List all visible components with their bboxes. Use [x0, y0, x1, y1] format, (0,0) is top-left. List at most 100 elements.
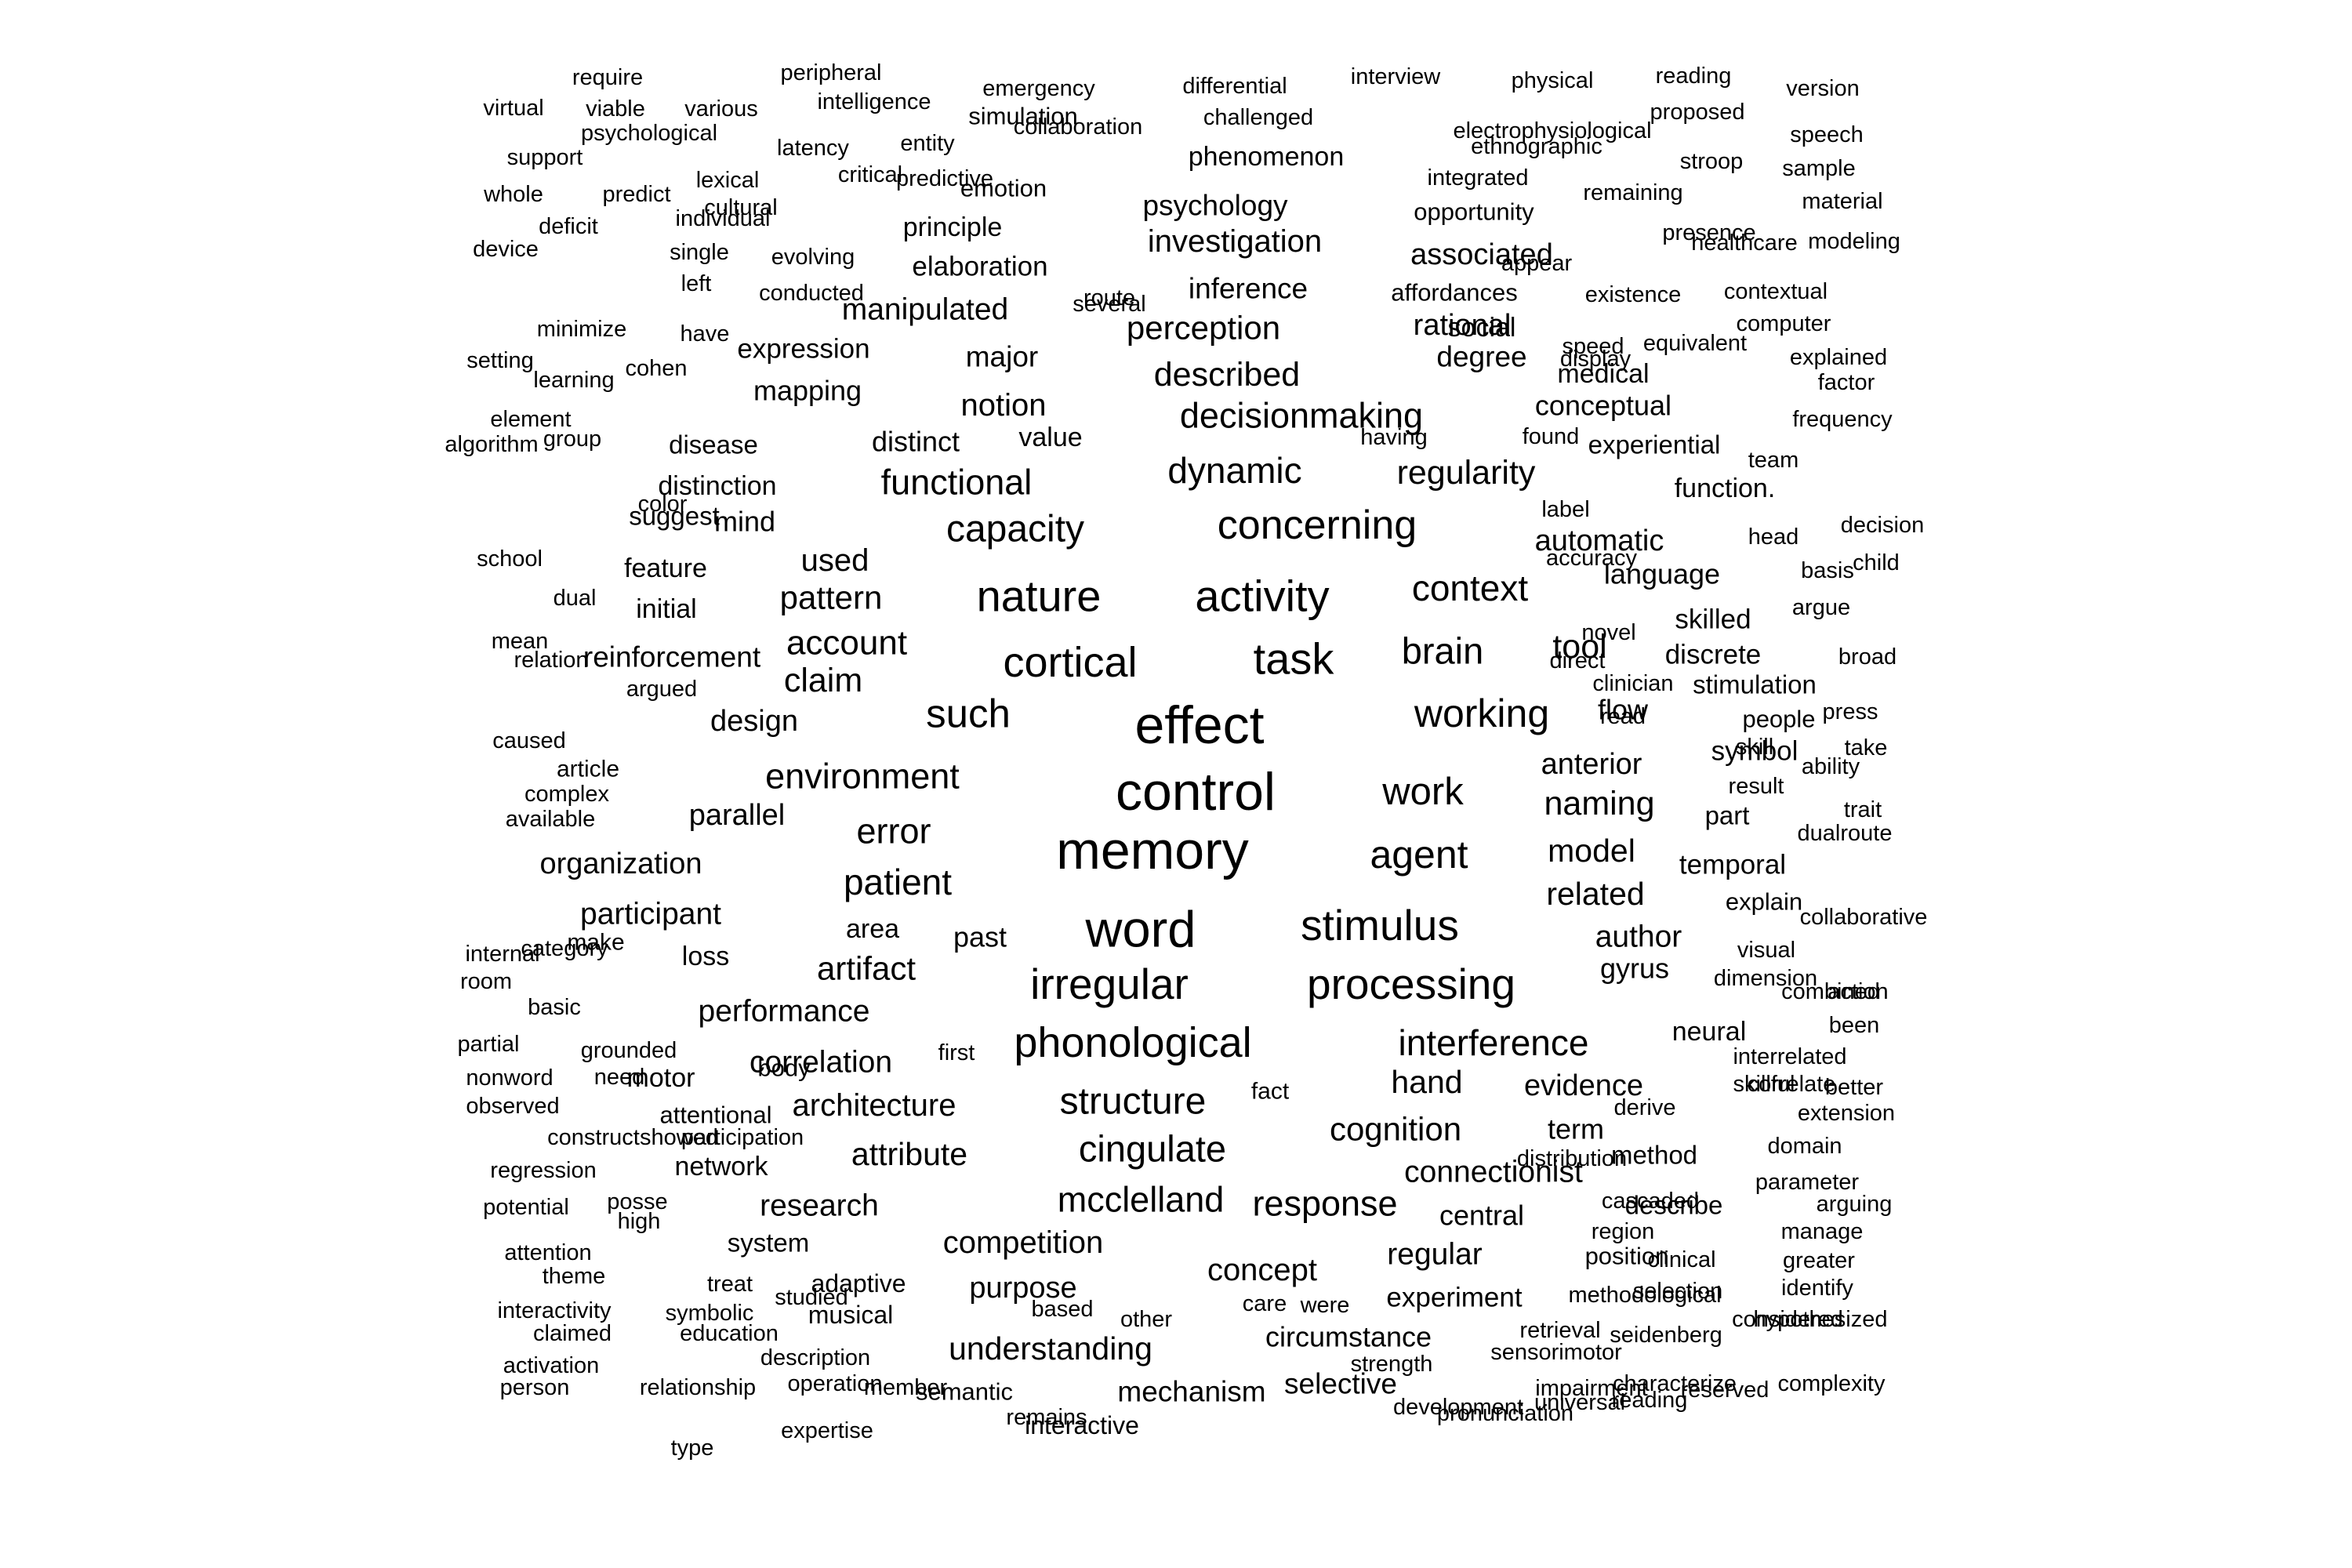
cloud-word: design	[710, 705, 798, 738]
cloud-word: position	[1585, 1243, 1669, 1270]
cloud-word: member	[864, 1375, 948, 1400]
cloud-word: deficit	[539, 214, 598, 239]
cloud-word: sample	[1782, 156, 1856, 181]
cloud-word: gyrus	[1600, 953, 1669, 985]
cloud-word: selective	[1284, 1368, 1397, 1400]
cloud-word: investigation	[1148, 224, 1322, 259]
cloud-word: explain	[1726, 888, 1802, 916]
cloud-word: capacity	[946, 509, 1084, 550]
cloud-word: symbol	[1711, 736, 1798, 767]
cloud-word: high	[618, 1209, 661, 1234]
cloud-word: understanding	[949, 1330, 1152, 1367]
cloud-word: contextual	[1724, 279, 1828, 304]
cloud-word: account	[786, 624, 907, 662]
cloud-word: disease	[669, 430, 758, 459]
cloud-word: stimulation	[1693, 670, 1817, 699]
cloud-word: care	[1243, 1291, 1287, 1316]
cloud-word: environment	[765, 757, 960, 797]
cloud-word: manipulated	[842, 293, 1008, 327]
cloud-word: word	[1085, 901, 1196, 958]
cloud-word: affordances	[1391, 279, 1517, 307]
cloud-word: context	[1412, 568, 1529, 608]
cloud-word: operation	[788, 1371, 883, 1396]
cloud-word: musical	[808, 1301, 893, 1329]
cloud-word: intelligence	[817, 89, 931, 114]
cloud-word: distinct	[872, 426, 960, 458]
cloud-word: system	[728, 1229, 810, 1258]
cloud-word: equivalent	[1643, 331, 1747, 356]
cloud-word: opportunity	[1414, 198, 1534, 226]
cloud-word: neural	[1672, 1017, 1747, 1047]
cloud-word: ethnographic	[1471, 134, 1602, 159]
cloud-word: people	[1742, 706, 1815, 733]
cloud-word: display	[1560, 347, 1632, 372]
cloud-word: emotion	[960, 175, 1047, 202]
cloud-word: have	[681, 321, 730, 347]
cloud-word: modeling	[1808, 229, 1900, 254]
cloud-word: minimize	[537, 317, 626, 342]
cloud-word: description	[760, 1345, 870, 1370]
cloud-word: used	[801, 543, 869, 578]
cloud-word: first	[938, 1040, 975, 1065]
cloud-word: skilled	[1675, 604, 1751, 635]
cloud-word: artifact	[817, 950, 916, 987]
cloud-word: function.	[1675, 474, 1776, 503]
cloud-word: control	[1116, 762, 1276, 822]
cloud-word: discrete	[1665, 640, 1762, 670]
cloud-word: arguing	[1817, 1192, 1893, 1217]
cloud-word: pattern	[780, 579, 883, 616]
cloud-word: interactive	[1025, 1411, 1139, 1439]
cloud-word: performance	[699, 995, 870, 1029]
cloud-word: partial	[458, 1032, 520, 1057]
cloud-word: material	[1802, 189, 1882, 214]
cloud-word: manage	[1781, 1219, 1864, 1244]
cloud-word: cingulate	[1079, 1128, 1226, 1170]
cloud-word: nature	[977, 572, 1102, 621]
cloud-word: broad	[1838, 644, 1896, 670]
cloud-word: healthcare	[1691, 230, 1797, 256]
cloud-word: impairment	[1535, 1376, 1647, 1401]
cloud-word: complexity	[1778, 1371, 1886, 1396]
cloud-word: cultural	[704, 195, 778, 220]
cloud-word: psychological	[581, 121, 717, 146]
cloud-word: version	[1786, 76, 1860, 101]
cloud-word: interrelated	[1733, 1044, 1846, 1069]
cloud-word: remains	[1006, 1405, 1087, 1430]
cloud-word: parallel	[689, 799, 786, 832]
cloud-word: region	[1592, 1219, 1655, 1244]
cloud-word: claimed	[533, 1321, 612, 1346]
cloud-word: such	[926, 691, 1011, 736]
cloud-word: fact	[1251, 1079, 1290, 1105]
cloud-word: predictive	[896, 166, 993, 191]
cloud-word: considered	[1732, 1307, 1843, 1332]
cloud-word: expertise	[781, 1418, 873, 1443]
cloud-word: dualroute	[1798, 821, 1893, 846]
cloud-word: extension	[1798, 1101, 1895, 1126]
cloud-word: whole	[483, 182, 543, 207]
cloud-word: category	[521, 936, 608, 961]
cloud-word: action	[1828, 979, 1888, 1004]
cloud-word: argue	[1792, 595, 1850, 620]
cloud-word: network	[674, 1152, 768, 1181]
cloud-word: expression	[737, 334, 869, 365]
cloud-word: team	[1748, 448, 1798, 473]
cloud-word: lexical	[696, 168, 760, 193]
cloud-word: initial	[636, 594, 696, 624]
cloud-word: seidenberg	[1610, 1323, 1722, 1348]
cloud-word: individual	[676, 206, 771, 231]
cloud-word: decision	[1841, 513, 1924, 538]
cloud-word: effect	[1134, 695, 1264, 755]
cloud-word: adaptive	[811, 1269, 906, 1298]
cloud-word: element	[490, 407, 571, 432]
cloud-word: term	[1548, 1113, 1604, 1145]
cloud-word: evolving	[771, 245, 855, 270]
cloud-word: child	[1853, 550, 1900, 575]
cloud-word: label	[1541, 497, 1589, 522]
cloud-word: psychology	[1142, 190, 1288, 222]
cloud-word: attention	[504, 1240, 591, 1265]
cloud-word: organization	[539, 848, 702, 880]
cloud-word: memory	[1056, 821, 1249, 880]
cloud-word: stimulus	[1301, 901, 1459, 949]
cloud-word: accuracy	[1546, 546, 1638, 571]
cloud-word: competition	[943, 1225, 1104, 1260]
